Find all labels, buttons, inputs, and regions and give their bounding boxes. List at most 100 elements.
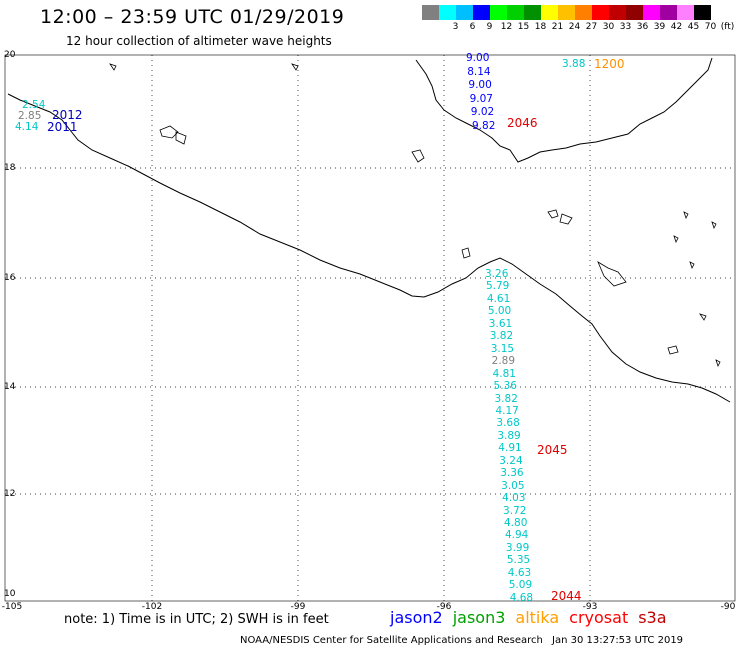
wave-value: 3.89 — [497, 429, 521, 442]
scale-swatch — [609, 5, 626, 20]
wave-value: 5.79 — [485, 280, 510, 293]
wave-value: 4.80 — [504, 517, 528, 529]
wave-value: 4.68 — [509, 591, 534, 604]
scale-swatch — [660, 5, 677, 20]
scale-label: 45 — [687, 22, 700, 32]
wave-value: 4.61 — [486, 292, 511, 305]
wave-value: 3.82 — [489, 330, 514, 343]
scale-label: 70 — [704, 22, 717, 32]
map-frame — [4, 54, 736, 602]
wave-value: 4.03 — [502, 492, 526, 505]
wave-value: 3.68 — [496, 417, 520, 430]
scale-label: 6 — [469, 22, 476, 32]
scale-label: 21 — [551, 22, 564, 32]
wave-value: 3.26 — [485, 268, 509, 280]
scale-swatch — [490, 5, 507, 20]
scale-swatch — [558, 5, 575, 20]
scale-swatch — [456, 5, 473, 20]
pass-time: 2011 — [47, 120, 78, 134]
lat-label-16: 16 — [4, 273, 16, 283]
lon-label-105: -105 — [1, 602, 23, 612]
scale-label: 24 — [568, 22, 581, 32]
wave-value: 4.63 — [507, 566, 532, 579]
credit-line: NOAA/NESDIS Center for Satellite Applica… — [240, 635, 543, 646]
lon-label-90: -90 — [720, 602, 736, 612]
wave-value: 4.17 — [495, 404, 519, 417]
scale-label: 9 — [486, 22, 493, 32]
lat-label-12: 12 — [4, 489, 16, 499]
scale-label: 36 — [636, 22, 649, 32]
lat-label-10: 10 — [4, 589, 16, 599]
color-scale-labels: 3 6 9 12 15 18 21 24 27 30 33 36 39 42 45 70 (ft) — [422, 22, 735, 32]
wave-value: 3.82 — [494, 392, 518, 405]
lon-label-102: -102 — [141, 602, 163, 612]
generated-timestamp: Jan 30 13:27:53 UTC 2019 — [552, 635, 684, 646]
wave-value: 5.00 — [487, 305, 512, 318]
gulf-coastline — [415, 57, 713, 163]
scale-swatch — [592, 5, 609, 20]
scale-swatch — [643, 5, 660, 20]
lat-label-14: 14 — [4, 382, 16, 392]
wave-value: 9.07 — [469, 92, 493, 105]
scale-swatch — [575, 5, 592, 20]
wave-value: 4.81 — [492, 367, 516, 380]
legend-item-jason3: jason3 — [452, 608, 506, 627]
wave-value: 3.72 — [503, 504, 527, 517]
wave-value: 9.00 — [468, 79, 492, 91]
scale-swatch — [626, 5, 643, 20]
pass-time: 2046 — [507, 116, 538, 130]
chart-title: 12:00 – 23:59 UTC 01/29/2019 — [40, 6, 345, 28]
scale-label: 15 — [517, 22, 530, 32]
wave-value: 9.00 — [466, 52, 490, 64]
scale-label: 33 — [619, 22, 632, 32]
scale-swatch — [694, 5, 711, 20]
wave-value: 9.02 — [470, 106, 495, 118]
scale-label: 39 — [653, 22, 666, 32]
wave-value: 3.88 — [562, 58, 586, 70]
satellite-legend: jason2 jason3 altika cryosat s3a — [390, 608, 677, 627]
pass-time: 2012 — [52, 108, 83, 122]
scale-swatch — [541, 5, 558, 20]
lat-label-18: 18 — [4, 163, 16, 173]
lon-label-96: -96 — [436, 602, 452, 612]
legend-item-jason2: jason2 — [390, 608, 443, 627]
pass-time: 2045 — [537, 443, 568, 457]
wave-value: 3.36 — [500, 467, 524, 480]
lat-lon-grid — [5, 55, 735, 601]
pacific-coastline — [7, 93, 731, 403]
scale-label: (ft) — [720, 22, 735, 32]
wave-value: 3.05 — [501, 479, 525, 492]
pass-time: 2044 — [551, 589, 582, 603]
scale-label: 42 — [670, 22, 683, 32]
wave-value: 3.15 — [490, 342, 515, 355]
scale-swatch — [473, 5, 490, 20]
wave-value: 3.99 — [505, 541, 530, 554]
scale-label: 18 — [534, 22, 547, 32]
wave-value: 8.14 — [467, 65, 491, 78]
wave-value: 9.82 — [472, 119, 496, 132]
wave-value: 2.85 — [18, 110, 42, 122]
wave-value: 4.14 — [15, 121, 39, 133]
footer-note: note: 1) Time is in UTC; 2) SWH is in fe… — [64, 612, 329, 627]
wave-value: 4.94 — [504, 529, 529, 542]
lon-label-93: -93 — [582, 602, 598, 612]
pass-time: 1200 — [594, 57, 625, 71]
lon-label-99: -99 — [290, 602, 306, 612]
wave-value: 3.24 — [499, 454, 523, 467]
islands — [109, 63, 721, 368]
color-scale — [422, 5, 711, 21]
scale-swatch — [524, 5, 541, 20]
wave-value: 5.36 — [493, 380, 517, 393]
wave-value: 2.54 — [22, 99, 46, 111]
scale-swatch — [507, 5, 524, 20]
lat-label-20: 20 — [4, 50, 16, 60]
scale-label: 3 — [452, 22, 459, 32]
legend-item-s3a: s3a — [638, 608, 667, 627]
wave-value: 5.35 — [506, 554, 531, 567]
wave-value: 3.61 — [488, 317, 513, 330]
wave-value: 5.09 — [508, 579, 533, 592]
wave-value: 4.91 — [498, 442, 522, 455]
scale-label: 30 — [602, 22, 615, 32]
wave-value: 2.89 — [491, 355, 516, 368]
